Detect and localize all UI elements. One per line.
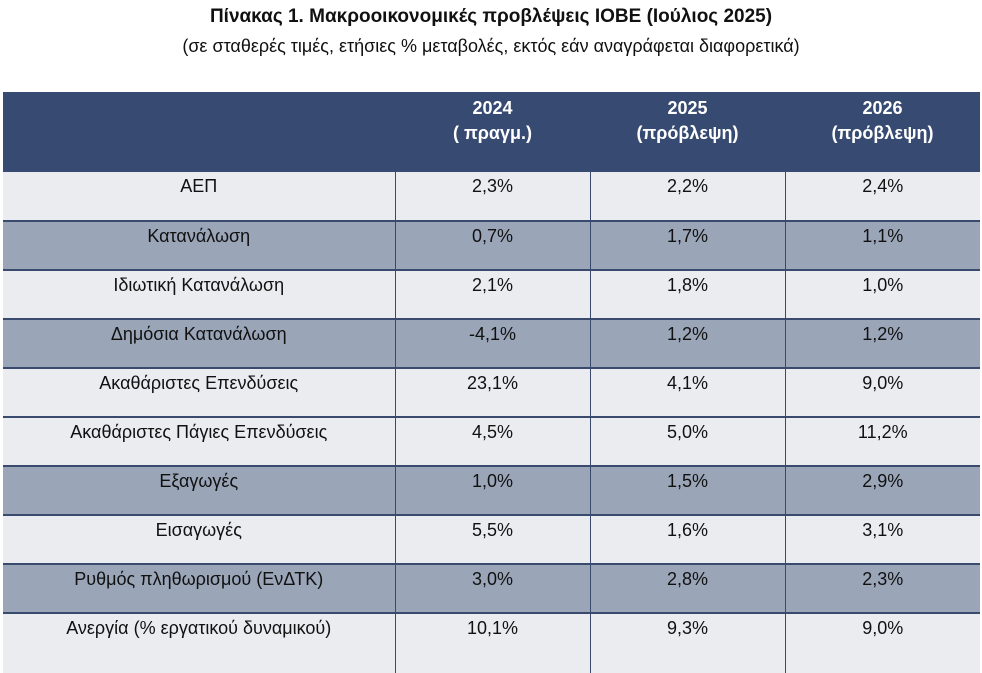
header-year: 2025 [667, 98, 708, 118]
table-row: Ακαθάριστες Επενδύσεις 23,1% 4,1% 9,0% [3, 368, 980, 418]
cell-2025: 1,2% [589, 319, 785, 369]
header-note: ( πραγμ.) [453, 123, 532, 143]
table-row: Κατανάλωση 0,7% 1,7% 1,1% [3, 221, 980, 271]
table-row: Εισαγωγές 5,5% 1,6% 3,1% [3, 515, 980, 565]
forecast-table: 2024 ( πραγμ.) 2025 (πρόβλεψη) 2026 (πρόβλε… [3, 92, 980, 673]
row-label: ΑΕΠ [3, 172, 395, 222]
cell-2024: 0,7% [394, 221, 590, 271]
cell-2024: 1,0% [394, 466, 590, 516]
row-label: Εισαγωγές [3, 515, 395, 565]
table-subtitle: (σε σταθερές τιμές, ετήσιες % μεταβολές,… [182, 36, 800, 56]
cell-2026: 1,2% [784, 319, 980, 369]
cell-2025: 2,8% [589, 564, 785, 614]
cell-2025: 1,8% [589, 270, 785, 320]
table-row: ΑΕΠ 2,3% 2,2% 2,4% [3, 172, 980, 222]
row-label: Ανεργία (% εργατικού δυναμικού) [3, 613, 395, 673]
cell-2024: 4,5% [394, 417, 590, 467]
header-2026: 2026 (πρόβλεψη) [785, 92, 980, 172]
table-row: Εξαγωγές 1,0% 1,5% 2,9% [3, 466, 980, 516]
cell-2025: 2,2% [589, 172, 785, 222]
table-row: Ρυθμός πληθωρισμού (ΕνΔΤΚ) 3,0% 2,8% 2,3% [3, 564, 980, 614]
row-label: Ρυθμός πληθωρισμού (ΕνΔΤΚ) [3, 564, 395, 614]
cell-2026: 1,0% [784, 270, 980, 320]
header-note: (πρόβλεψη) [636, 123, 739, 143]
row-label: Ιδιωτική Κατανάλωση [3, 270, 395, 320]
cell-2026: 11,2% [784, 417, 980, 467]
table-row: Ανεργία (% εργατικού δυναμικού) 10,1% 9,3%… [3, 613, 980, 673]
cell-2024: 10,1% [394, 613, 590, 673]
table-row: Ιδιωτική Κατανάλωση 2,1% 1,8% 1,0% [3, 270, 980, 320]
row-label: Ακαθάριστες Πάγιες Επενδύσεις [3, 417, 395, 467]
table-row: Ακαθάριστες Πάγιες Επενδύσεις 4,5% 5,0% 11,… [3, 417, 980, 467]
cell-2026: 2,9% [784, 466, 980, 516]
header-row: 2024 ( πραγμ.) 2025 (πρόβλεψη) 2026 (πρόβλε… [3, 92, 980, 172]
header-empty [3, 92, 395, 172]
cell-2025: 4,1% [589, 368, 785, 418]
cell-2024: 2,3% [394, 172, 590, 222]
cell-2026: 3,1% [784, 515, 980, 565]
header-2025: 2025 (πρόβλεψη) [590, 92, 785, 172]
cell-2025: 9,3% [589, 613, 785, 673]
cell-2026: 9,0% [784, 613, 980, 673]
row-label: Δημόσια Κατανάλωση [3, 319, 395, 369]
cell-2026: 1,1% [784, 221, 980, 271]
cell-2025: 5,0% [589, 417, 785, 467]
cell-2026: 2,3% [784, 564, 980, 614]
cell-2024: -4,1% [394, 319, 590, 369]
cell-2026: 9,0% [784, 368, 980, 418]
cell-2025: 1,7% [589, 221, 785, 271]
row-label: Εξαγωγές [3, 466, 395, 516]
cell-2024: 2,1% [394, 270, 590, 320]
cell-2024: 23,1% [394, 368, 590, 418]
header-year: 2026 [862, 98, 903, 118]
table-title: Πίνακας 1. Μακροοικονομικές προβλέψεις Ι… [209, 6, 773, 27]
cell-2025: 1,5% [589, 466, 785, 516]
cell-2024: 3,0% [394, 564, 590, 614]
cell-2025: 1,6% [589, 515, 785, 565]
table-row: Δημόσια Κατανάλωση -4,1% 1,2% 1,2% [3, 319, 980, 369]
header-year: 2024 [472, 98, 513, 118]
cell-2024: 5,5% [394, 515, 590, 565]
header-2024: 2024 ( πραγμ.) [395, 92, 590, 172]
header-note: (πρόβλεψη) [831, 123, 934, 143]
row-label: Κατανάλωση [3, 221, 395, 271]
cell-2026: 2,4% [784, 172, 980, 222]
row-label: Ακαθάριστες Επενδύσεις [3, 368, 395, 418]
